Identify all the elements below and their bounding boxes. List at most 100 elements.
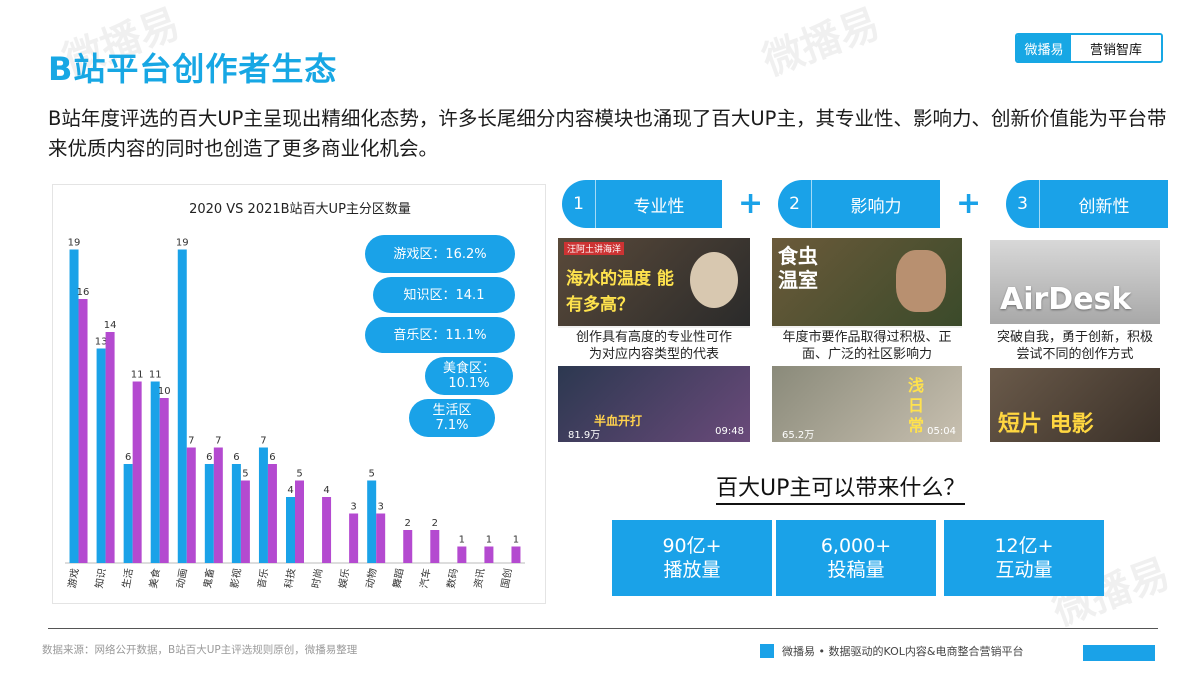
- category-label: 游戏: [65, 567, 81, 589]
- category-label: 舞蹈: [391, 567, 406, 589]
- video-views: 65.2万: [782, 430, 815, 441]
- watermark: 微播易: [757, 0, 886, 85]
- bar-2021: [457, 546, 467, 563]
- bar-value-label: 4: [287, 485, 293, 496]
- bar-2020: [150, 381, 160, 563]
- video-thumbnail[interactable]: 半血开打 81.9万 09:48: [558, 366, 750, 442]
- feature-label: 创新性: [1078, 196, 1130, 217]
- video-title: 食虫温室: [778, 244, 818, 292]
- bar-2021: [430, 530, 440, 563]
- bar-2020: [367, 480, 377, 563]
- feature-influence: 2 影响力: [778, 180, 940, 228]
- metric-label: 播放量: [663, 559, 721, 581]
- category-label: 科技: [282, 567, 298, 589]
- feature-number: 2: [778, 180, 812, 228]
- video-thumbnail[interactable]: 浅日常 65.2万 05:04: [772, 366, 962, 442]
- category-label: 动物: [363, 567, 379, 589]
- bar-value-label: 1: [486, 535, 492, 546]
- bar-2021: [213, 447, 223, 563]
- bar-value-label: 3: [350, 502, 356, 513]
- feature-caption: 突破自我，勇于创新，积极尝试不同的创作方式: [990, 324, 1160, 368]
- bar-2021: [132, 381, 142, 563]
- category-label: 国创: [498, 567, 514, 589]
- video-title: AirDesk: [1000, 282, 1132, 317]
- metric-interactions: 12亿+ 互动量: [944, 520, 1104, 596]
- video-thumbnail[interactable]: 汪阿土讲海洋 海水的温度 能有多高？: [558, 238, 750, 328]
- video-views: 81.9万: [568, 430, 601, 441]
- bar-value-label: 11: [131, 370, 144, 381]
- feature-caption: 创作具有高度的专业性可作为对应内容类型的代表: [558, 326, 750, 366]
- bar-2020: [123, 464, 133, 563]
- bar-value-label: 1: [459, 535, 465, 546]
- bar-value-label: 13: [95, 337, 108, 348]
- footer-brand: 微播易 • 数据驱动的KOL内容&电商整合营销平台: [760, 643, 1023, 659]
- bar-2021: [403, 530, 413, 563]
- bar-value-label: 1: [513, 535, 519, 546]
- bar-2020: [96, 348, 106, 563]
- plus-icon: +: [956, 186, 982, 221]
- bar-2020: [258, 447, 268, 563]
- brand-badge-right: 营销智库: [1071, 35, 1161, 61]
- video-thumbnail[interactable]: 短片 电影: [990, 368, 1160, 442]
- footer-divider: [48, 628, 1158, 629]
- bar-value-label: 2: [405, 518, 411, 529]
- intro-text: B站年度评选的百大UP主呈现出精细化态势，许多长尾细分内容模块也涌现了百大UP主…: [48, 107, 1167, 160]
- category-label: 数码: [444, 567, 460, 589]
- category-label: 知识: [92, 567, 108, 589]
- bar-2020: [204, 464, 214, 563]
- brand-badge: 微播易 营销智库: [1015, 33, 1163, 63]
- person-photo: [896, 250, 946, 312]
- footer-brand-text: 微播易 • 数据驱动的KOL内容&电商整合营销平台: [782, 645, 1024, 658]
- source-note: 数据来源：网络公开数据，B站百大UP主评选规则原创，微播易整理: [42, 644, 358, 656]
- bar-2021: [295, 480, 304, 563]
- bar-2020: [286, 497, 295, 563]
- share-pill-life: 生活区 7.1%: [409, 399, 495, 437]
- metric-value: 12亿+: [994, 535, 1054, 557]
- category-label: 影视: [228, 567, 244, 589]
- bar-value-label: 3: [377, 502, 383, 513]
- video-duration: 05:04: [927, 426, 956, 437]
- video-thumbnail[interactable]: AirDesk: [990, 240, 1160, 324]
- bar-value-label: 6: [269, 452, 275, 463]
- share-pill-knowledge: 知识区：14.1: [373, 277, 515, 313]
- category-label: 动画: [174, 567, 189, 589]
- category-label: 鬼畜: [201, 567, 217, 589]
- video-duration: 09:48: [715, 426, 744, 437]
- category-label: 音乐: [255, 567, 271, 589]
- video-title: 海水的温度 能有多高？: [566, 269, 674, 315]
- bar-2021: [349, 513, 359, 563]
- bar-value-label: 4: [323, 485, 329, 496]
- bar-value-label: 11: [149, 370, 162, 381]
- brand-square-icon: [760, 644, 774, 658]
- feature-professional: 1 专业性: [562, 180, 722, 228]
- category-label: 时尚: [309, 567, 325, 589]
- bar-value-label: 7: [260, 436, 266, 447]
- bar-value-label: 19: [68, 238, 81, 249]
- bar-2021: [484, 546, 494, 563]
- video-tag: 汪阿土讲海洋: [564, 242, 625, 255]
- category-label: 汽车: [417, 567, 433, 589]
- metric-value: 90亿+: [662, 535, 722, 557]
- bar-2021: [105, 332, 115, 563]
- bar-2021: [159, 398, 169, 563]
- bar-2021: [267, 464, 277, 563]
- bar-2021: [322, 497, 332, 563]
- bar-2021: [376, 513, 386, 563]
- bar-2020: [69, 249, 79, 563]
- feature-number: 3: [1006, 180, 1040, 228]
- bar-2021: [186, 447, 196, 563]
- plus-icon: +: [738, 186, 764, 221]
- category-label: 美食: [146, 567, 162, 589]
- video-thumbnail[interactable]: 食虫温室: [772, 238, 962, 328]
- share-pill-music: 音乐区：11.1%: [365, 317, 515, 353]
- metric-posts: 6,000+ 投稿量: [776, 520, 936, 596]
- metric-plays: 90亿+ 播放量: [612, 520, 772, 596]
- brand-badge-left: 微播易: [1017, 35, 1071, 61]
- footer-bar: [1083, 645, 1155, 661]
- category-label: 生活: [119, 567, 135, 589]
- video-title: 短片 电影: [998, 412, 1094, 437]
- bar-value-label: 6: [125, 452, 131, 463]
- bar-value-label: 10: [158, 386, 171, 397]
- metric-value: 6,000+: [820, 535, 892, 557]
- share-pill-food: 美食区：10.1%: [425, 357, 513, 395]
